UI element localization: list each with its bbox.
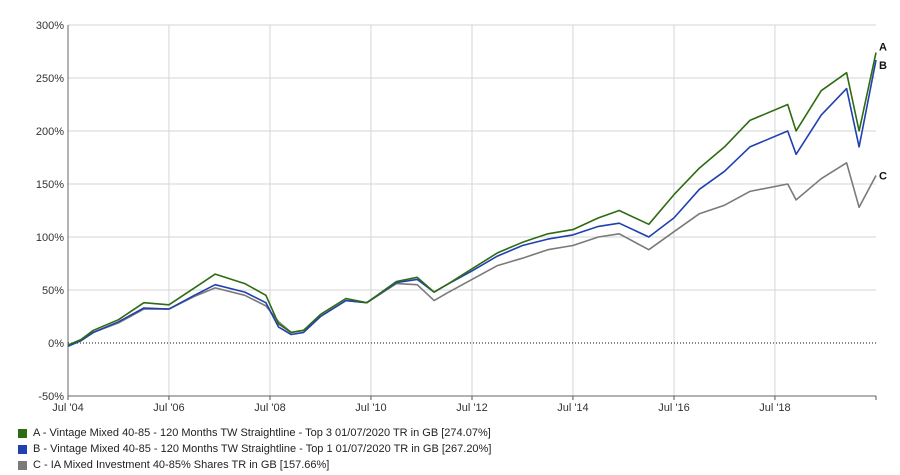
y-tick-label: 50% xyxy=(42,285,64,297)
labels-layer: 300% 250% 200% 150% 100% 50% 0% -50%Jul '04 Jul … xyxy=(36,20,887,414)
y-tick-label: 200% xyxy=(36,126,64,138)
grid-layer xyxy=(68,24,876,397)
series-layer xyxy=(67,52,877,347)
series-end-label-b: B xyxy=(879,60,887,72)
series-line-c xyxy=(67,162,877,346)
y-tick-label: 100% xyxy=(36,232,64,244)
legend-swatch-c xyxy=(18,460,27,470)
y-tick-label: -50% xyxy=(38,391,64,403)
axes-layer xyxy=(67,25,877,400)
x-tick-label: Jul '06 xyxy=(153,402,184,414)
y-tick-label: 250% xyxy=(36,73,64,85)
x-tick-label: Jul '04 xyxy=(52,402,83,414)
legend: A - Vintage Mixed 40-85 - 120 Months TW … xyxy=(18,425,491,473)
x-tick-label: Jul '14 xyxy=(557,402,588,414)
series-end-label-a: A xyxy=(879,42,887,54)
line-chart: 300% 250% 200% 150% 100% 50% 0% -50%Jul '04 Jul … xyxy=(36,20,887,414)
legend-item-c: C - IA Mixed Investment 40-85% Shares TR… xyxy=(18,457,491,473)
legend-label-a: A - Vintage Mixed 40-85 - 120 Months TW … xyxy=(33,427,491,439)
series-line-a xyxy=(67,52,877,346)
legend-label-c: C - IA Mixed Investment 40-85% Shares TR… xyxy=(33,459,330,471)
x-tick-label: Jul '16 xyxy=(658,402,689,414)
y-tick-label: 300% xyxy=(36,20,64,32)
x-tick-label: Jul '18 xyxy=(759,402,790,414)
x-tick-label: Jul '10 xyxy=(355,402,386,414)
x-tick-label: Jul '08 xyxy=(254,402,285,414)
y-tick-label: 150% xyxy=(36,179,64,191)
legend-item-b: B - Vintage Mixed 40-85 - 120 Months TW … xyxy=(18,441,491,457)
series-end-label-c: C xyxy=(879,171,887,183)
legend-swatch-b xyxy=(18,444,27,454)
legend-label-b: B - Vintage Mixed 40-85 - 120 Months TW … xyxy=(33,443,492,455)
legend-swatch-a xyxy=(18,428,27,438)
x-tick-label: Jul '12 xyxy=(456,402,487,414)
legend-item-a: A - Vintage Mixed 40-85 - 120 Months TW … xyxy=(18,425,491,441)
y-tick-label: 0% xyxy=(48,338,64,350)
